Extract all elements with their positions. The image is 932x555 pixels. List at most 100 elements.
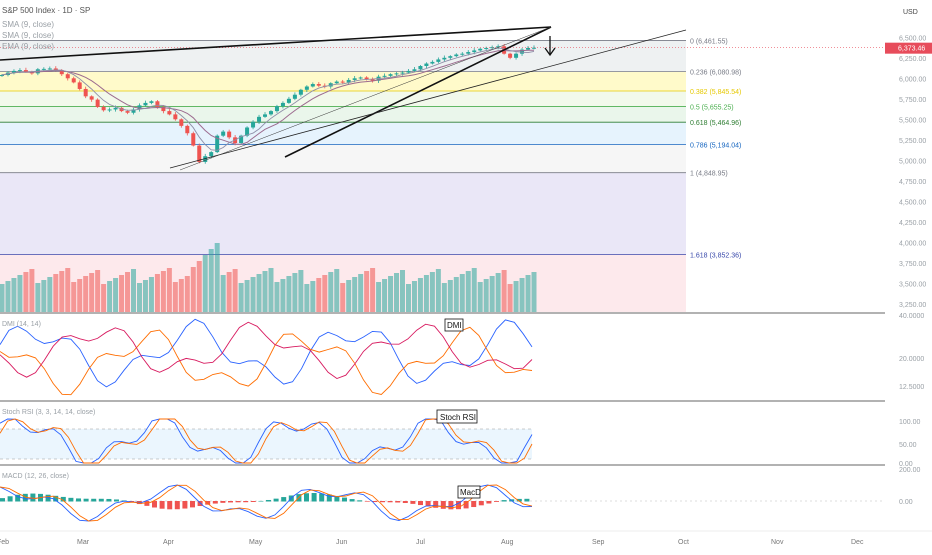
macd-hist-bar (212, 501, 218, 504)
macd-hist-bar (22, 493, 28, 502)
candle-body (304, 86, 309, 90)
fib-label-0.618: 0.618 (5,464.96) (690, 120, 741, 127)
candle-body (179, 119, 184, 126)
time-label-may: May (249, 539, 263, 546)
candle-body (215, 135, 220, 153)
symbol-title: S&P 500 Index · 1D · SP (2, 6, 91, 15)
time-label-oct: Oct (678, 539, 689, 546)
candle-body (203, 156, 208, 162)
sma-legend-2[interactable]: SMA (9, close) (2, 31, 55, 40)
volume-bar (453, 277, 459, 312)
macd-tick: 200.00 (899, 467, 921, 474)
candle-body (89, 96, 94, 100)
macd-hist-bar (418, 501, 423, 506)
fib-label-0.236: 0.236 (6,080.98) (690, 70, 741, 77)
volume-bar (232, 269, 238, 312)
macd-hist-bar (326, 494, 332, 502)
candle-body (268, 111, 273, 115)
macd-hist-bar (243, 501, 249, 503)
candle-body (514, 53, 519, 58)
macd-hist-bar (448, 501, 454, 510)
macd-hist-bar (98, 498, 104, 502)
volume-bar (376, 282, 382, 312)
macd-hist-bar (456, 501, 461, 510)
dmi-title: DMI (14, 14) (2, 321, 41, 328)
candle-body (406, 70, 411, 73)
volume-bar (256, 274, 262, 312)
volume-bar (352, 277, 358, 312)
candle-body (59, 70, 64, 75)
volume-bar (136, 283, 142, 312)
time-label-feb: Feb (0, 539, 9, 546)
volume-bar (531, 272, 537, 312)
candle-body (532, 47, 536, 49)
price-tick: 4,750.00 (899, 179, 926, 186)
candle-body (292, 94, 297, 99)
price-tick: 3,250.00 (899, 302, 926, 309)
volume-bar (148, 277, 154, 312)
candle-body (316, 84, 321, 86)
volume-bar (95, 270, 101, 312)
candle-body (53, 68, 58, 71)
macd-hist-bar (106, 498, 112, 502)
fib-label-1: 1 (4,848.95) (690, 171, 728, 178)
macd-hist-bar (478, 501, 484, 506)
stoch-title: Stoch RSI (3, 3, 14, 14, close) (2, 409, 95, 416)
volume-bar (53, 274, 59, 312)
ema-legend[interactable]: EMA (9, close) (2, 42, 55, 51)
volume-bar (447, 280, 453, 312)
volume-bar (441, 283, 447, 312)
down-arrow-head (544, 47, 556, 57)
volume-bar (190, 267, 196, 312)
trendline-top (0, 26, 552, 61)
volume-bar (202, 255, 208, 312)
macd-hist-bar (357, 500, 363, 502)
macd-hist-bar (273, 498, 279, 502)
candle-body (113, 107, 118, 110)
macd-hist-bar (15, 494, 21, 502)
candle-body (107, 109, 112, 111)
volume-bar (423, 275, 429, 312)
macd-hist-bar (516, 498, 522, 502)
macd-hist-bar (410, 501, 416, 504)
macd-signal-line (0, 484, 533, 522)
macd-hist-bar (380, 501, 385, 503)
macd-hist-bar (463, 501, 469, 509)
candle-body (340, 81, 345, 83)
macd-hist-bar (433, 501, 439, 508)
dmi-minus-line (0, 326, 533, 396)
sma-legend-1[interactable]: SMA (9, close) (2, 20, 55, 29)
macd-hist-bar (30, 493, 36, 502)
fib-band-0.618 (0, 122, 686, 145)
time-label-jul: Jul (416, 539, 425, 546)
volume-bar (244, 280, 250, 312)
candle-body (394, 73, 399, 75)
volume-bar (101, 284, 107, 312)
volume-bar (107, 281, 113, 312)
volume-bar (196, 261, 202, 312)
macd-hist-bar (364, 501, 370, 502)
candle-body (442, 57, 447, 60)
volume-bar (358, 274, 364, 312)
fib-band-0.382 (0, 90, 686, 107)
time-label-sep: Sep (592, 539, 605, 546)
volume-bar (471, 268, 477, 312)
volume-bar (83, 276, 89, 312)
candle-body (209, 152, 214, 157)
volume-bar (429, 272, 435, 312)
volume-bar (370, 268, 376, 312)
volume-bar (298, 270, 304, 312)
candle-body (263, 114, 268, 117)
macd-hist-bar (281, 497, 287, 502)
currency-label: USD (903, 9, 918, 16)
volume-bar (166, 268, 172, 312)
time-label-mar: Mar (77, 539, 90, 546)
volume-bar (310, 281, 316, 312)
candle-body (448, 56, 453, 58)
macd-hist-bar (235, 501, 241, 503)
trendline-anchor (179, 26, 552, 171)
volume-bar (5, 281, 11, 312)
dmi-tick: 12.5000 (899, 384, 924, 391)
volume-bar (23, 272, 29, 312)
